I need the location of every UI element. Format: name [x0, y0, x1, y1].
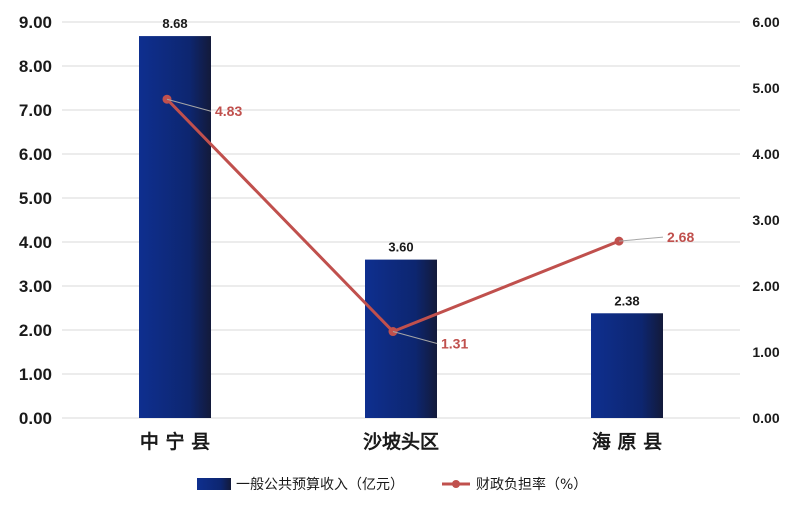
- right-tick-label: 4.00: [752, 146, 779, 162]
- right-tick-label: 6.00: [752, 14, 779, 30]
- left-tick-label: 1.00: [19, 365, 52, 384]
- left-tick-label: 9.00: [19, 13, 52, 32]
- bar: [365, 259, 437, 418]
- left-tick-label: 0.00: [19, 409, 52, 428]
- legend-bar-label: 一般公共预算收入（亿元）: [236, 477, 404, 493]
- line-value-label: 2.68: [667, 229, 694, 245]
- line-value-label: 1.31: [441, 336, 468, 352]
- bar-value-label: 3.60: [388, 240, 413, 255]
- bar-series: 8.68 3.60 2.38: [139, 16, 663, 419]
- right-tick-label: 0.00: [752, 410, 779, 426]
- left-tick-label: 8.00: [19, 57, 52, 76]
- leader-line: [618, 236, 664, 242]
- category-axis: 中 宁 县 沙坡头区 海 原 县: [140, 430, 662, 453]
- left-tick-label: 5.00: [19, 189, 52, 208]
- leader-line: [166, 98, 212, 112]
- line-value-label: 4.83: [215, 103, 242, 119]
- left-tick-label: 4.00: [19, 233, 52, 252]
- category-label: 沙坡头区: [363, 430, 439, 453]
- legend: 一般公共预算收入（亿元） 财政负担率（%）: [197, 476, 587, 493]
- left-y-axis: 0.00 1.00 2.00 3.00 4.00 5.00 6.00 7.00 8.00 9.00: [19, 13, 52, 428]
- legend-line-marker: [452, 480, 460, 488]
- legend-line-label: 财政负担率（%）: [476, 476, 587, 493]
- right-tick-label: 1.00: [752, 344, 779, 360]
- left-tick-label: 7.00: [19, 101, 52, 120]
- right-tick-label: 5.00: [752, 80, 779, 96]
- bar-value-label: 2.38: [614, 293, 639, 308]
- category-label: 中 宁 县: [140, 430, 210, 453]
- leader-line: [392, 331, 438, 345]
- right-y-axis: 0.00 1.00 2.00 3.00 4.00 5.00 6.00: [752, 14, 779, 426]
- bar: [139, 36, 211, 419]
- bar: [591, 313, 663, 418]
- right-tick-label: 2.00: [752, 278, 779, 294]
- left-tick-label: 2.00: [19, 321, 52, 340]
- bar-value-label: 8.68: [162, 16, 187, 31]
- category-label: 海 原 县: [592, 430, 662, 453]
- left-tick-label: 3.00: [19, 277, 52, 296]
- right-tick-label: 3.00: [752, 212, 779, 228]
- left-tick-label: 6.00: [19, 145, 52, 164]
- line-series: 4.83 1.31 2.68: [162, 94, 694, 352]
- legend-bar-swatch: [197, 478, 231, 490]
